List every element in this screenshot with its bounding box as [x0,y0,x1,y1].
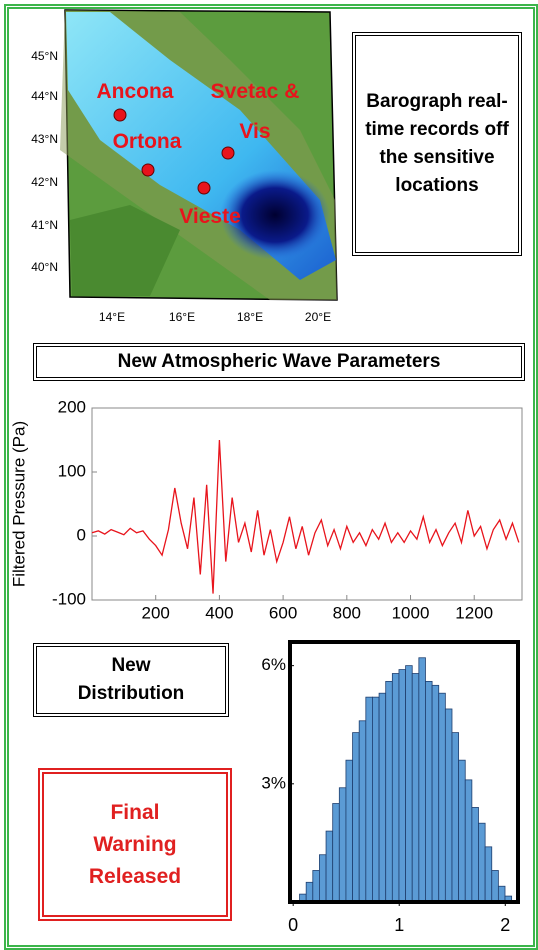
bar [392,674,399,902]
x-tick-label: 400 [205,603,233,622]
x-tick-label: 800 [333,603,361,622]
distribution-box: New Distribution [33,643,229,717]
parameters-text: New Atmospheric Wave Parameters [118,351,441,373]
bar [306,882,313,902]
lat-label: 41°N [31,218,58,232]
lon-label: 20°E [305,310,331,324]
bar [359,721,366,902]
warning-box: Final Warning Released [38,768,232,921]
x-tick-label: 1200 [455,603,493,622]
bar [319,855,326,902]
y-tick-label: 200 [58,397,86,416]
y-axis-label: Filtered Pressure (Pa) [9,421,28,587]
bar [366,697,373,902]
x-tick-label: 600 [269,603,297,622]
bar [492,870,499,902]
bar [445,709,452,902]
place-label: Vieste [155,197,265,237]
bar [333,804,340,902]
bar [372,697,379,902]
lon-label: 18°E [237,310,263,324]
x-tick-label: 200 [142,603,170,622]
bar [412,674,419,902]
page: 45°N 44°N 43°N 42°N 41°N 40°N 14°E 16°E 18°E 20°E… [0,0,538,950]
bar [452,733,459,902]
warning-text: Final Warning Released [84,797,186,893]
bar [313,870,320,902]
place-label: Ancona [80,72,190,112]
parameters-box: New Atmospheric Wave Parameters [33,343,525,381]
place-marker [198,182,210,194]
distribution-text: New Distribution [77,652,185,708]
bar [465,780,472,902]
bar [485,847,492,902]
lat-label: 44°N [31,89,58,103]
plot-area [92,408,522,600]
barograph-text: Barograph real-time records off the sens… [362,88,512,200]
bar [386,681,393,902]
bar [425,681,432,902]
y-tick-label: -100 [52,589,86,608]
bar [379,693,386,902]
bar [419,658,426,902]
y-tick-label: 0 [77,525,86,544]
bar [326,831,333,902]
lat-label: 40°N [31,260,58,274]
bar [346,760,353,902]
barograph-box: Barograph real-time records off the sens… [352,32,522,256]
lon-label: 16°E [169,310,195,324]
x-tick-label: 1 [394,915,404,935]
place-marker [142,164,154,176]
x-tick-label: 1000 [392,603,430,622]
x-tick-label: 0 [288,915,298,935]
lon-label: 14°E [99,310,125,324]
bar [432,685,439,902]
bar [472,807,479,902]
y-tick-label: 6% [261,655,286,674]
place-label: Svetac & Vis [205,72,305,152]
bar [339,788,346,902]
lat-label: 42°N [31,175,58,189]
place-label: Ortona [92,122,202,162]
bar [478,823,485,902]
bar [459,760,466,902]
x-tick-label: 2 [500,915,510,935]
bar [406,666,413,902]
bar [498,886,505,902]
lat-label: 45°N [31,49,58,63]
lat-label: 43°N [31,132,58,146]
y-tick-label: 3% [261,773,286,792]
bar [399,670,406,902]
y-tick-label: 100 [58,461,86,480]
bar [439,693,446,902]
bar [353,733,360,902]
